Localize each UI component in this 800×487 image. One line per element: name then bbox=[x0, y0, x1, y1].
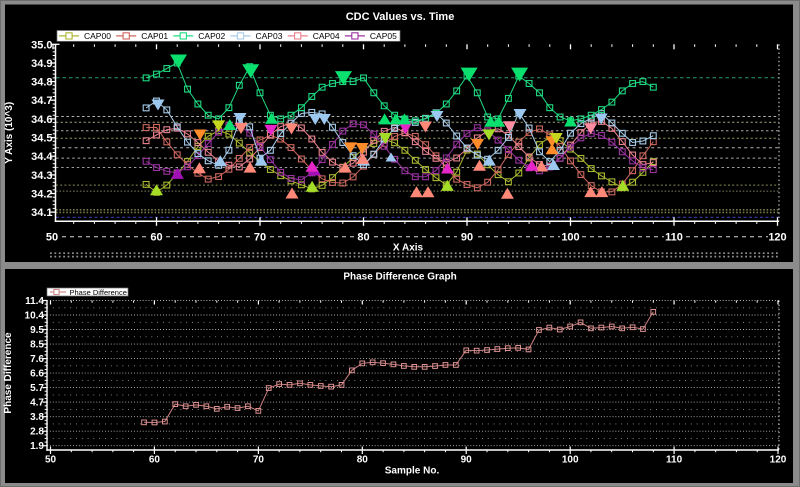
svg-text:Phase Difference: Phase Difference bbox=[3, 332, 14, 414]
svg-text:CAP00: CAP00 bbox=[84, 31, 111, 41]
svg-text:100: 100 bbox=[561, 232, 579, 244]
svg-text:34.2: 34.2 bbox=[31, 189, 52, 201]
svg-text:60: 60 bbox=[150, 232, 162, 244]
svg-text:34.3: 34.3 bbox=[31, 170, 52, 182]
svg-text:34.7: 34.7 bbox=[31, 95, 52, 107]
svg-text:50: 50 bbox=[46, 232, 58, 244]
svg-text:34.6: 34.6 bbox=[31, 114, 52, 126]
svg-text:80: 80 bbox=[357, 455, 369, 466]
svg-text:70: 70 bbox=[254, 232, 266, 244]
svg-text:110: 110 bbox=[665, 232, 683, 244]
svg-text:CAP04: CAP04 bbox=[313, 31, 340, 41]
svg-text:CAP02: CAP02 bbox=[198, 31, 225, 41]
svg-text:1.9: 1.9 bbox=[30, 441, 44, 452]
svg-text:70: 70 bbox=[253, 455, 265, 466]
svg-text:90: 90 bbox=[461, 232, 473, 244]
svg-text:35.0: 35.0 bbox=[31, 39, 52, 51]
svg-text:Y Axis (10^3): Y Axis (10^3) bbox=[4, 102, 15, 164]
svg-text:6.6: 6.6 bbox=[30, 369, 44, 380]
svg-text:X Axis: X Axis bbox=[393, 243, 424, 254]
svg-text:2.8: 2.8 bbox=[30, 427, 44, 438]
svg-text:120: 120 bbox=[768, 232, 786, 244]
svg-text:120: 120 bbox=[770, 455, 787, 466]
svg-text:CDC Values vs. Time: CDC Values vs. Time bbox=[346, 11, 455, 23]
svg-text:34.8: 34.8 bbox=[31, 77, 52, 89]
svg-text:34.4: 34.4 bbox=[31, 151, 53, 163]
svg-text:34.1: 34.1 bbox=[31, 207, 52, 219]
svg-text:4.7: 4.7 bbox=[30, 398, 44, 409]
svg-text:11.4: 11.4 bbox=[25, 296, 44, 307]
svg-text:CAP03: CAP03 bbox=[256, 31, 283, 41]
svg-text:90: 90 bbox=[461, 455, 473, 466]
svg-text:CAP05: CAP05 bbox=[370, 31, 397, 41]
svg-text:100: 100 bbox=[562, 455, 579, 466]
svg-text:7.6: 7.6 bbox=[30, 354, 44, 365]
svg-text:8.5: 8.5 bbox=[30, 340, 44, 351]
svg-text:10.4: 10.4 bbox=[25, 311, 45, 322]
svg-text:CAP01: CAP01 bbox=[141, 31, 168, 41]
svg-text:80: 80 bbox=[357, 232, 369, 244]
svg-text:34.5: 34.5 bbox=[31, 133, 52, 145]
svg-text:50: 50 bbox=[45, 455, 57, 466]
svg-text:3.8: 3.8 bbox=[30, 412, 44, 423]
svg-text:34.9: 34.9 bbox=[31, 58, 52, 70]
svg-text:9.5: 9.5 bbox=[30, 325, 44, 336]
svg-text:60: 60 bbox=[149, 455, 161, 466]
svg-text:Sample No.: Sample No. bbox=[385, 466, 440, 477]
svg-text:Phase Difference Graph: Phase Difference Graph bbox=[343, 272, 456, 283]
svg-text:Phase Difference: Phase Difference bbox=[70, 288, 127, 297]
svg-text:110: 110 bbox=[666, 455, 683, 466]
svg-text:5.7: 5.7 bbox=[30, 383, 44, 394]
